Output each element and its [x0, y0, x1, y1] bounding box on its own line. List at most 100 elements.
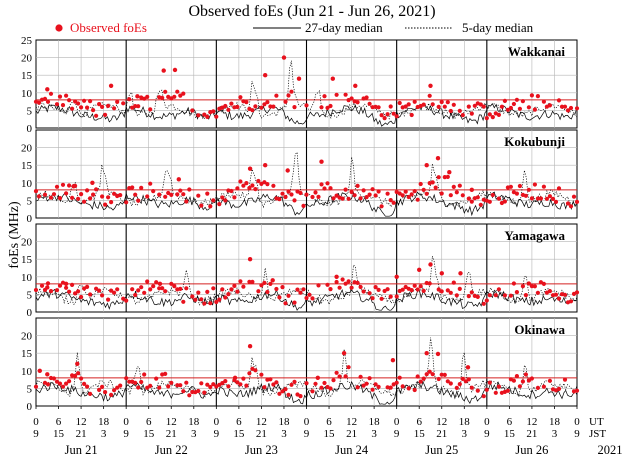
y-tick-label: 15 — [21, 160, 33, 172]
observed-point — [277, 391, 282, 396]
y-tick-label: 15 — [21, 70, 33, 82]
observed-point — [39, 283, 45, 288]
observed-point — [523, 293, 529, 298]
observed-point — [67, 98, 72, 103]
observed-point — [199, 381, 204, 386]
observed-point — [253, 368, 258, 373]
observed-point — [45, 99, 51, 104]
observed-point — [259, 283, 264, 288]
x-tick-label-ut: 6 — [56, 416, 62, 428]
observed-point — [361, 188, 366, 193]
observed-point — [568, 105, 574, 111]
station-label-wakkanai: Wakkanai — [508, 44, 565, 59]
observed-point — [394, 274, 399, 279]
observed-point — [388, 104, 393, 109]
observed-point — [193, 297, 198, 302]
observed-point — [211, 109, 216, 114]
observed-point — [73, 99, 78, 104]
observed-point — [304, 295, 309, 301]
observed-point — [382, 116, 387, 121]
observed-point — [229, 188, 234, 194]
observed-point — [64, 93, 69, 98]
observed-point — [73, 291, 78, 296]
observed-point — [247, 185, 252, 191]
legend-27day-label: 27-day median — [305, 20, 383, 35]
observed-point — [523, 193, 529, 198]
observed-point — [304, 381, 309, 386]
observed-point — [316, 194, 321, 199]
observed-point — [427, 281, 432, 286]
observed-point — [60, 103, 66, 108]
observed-point — [181, 389, 186, 394]
observed-point — [223, 295, 228, 300]
observed-point — [247, 344, 253, 349]
x-tick-label-jst: 9 — [123, 428, 129, 440]
observed-point — [263, 163, 268, 168]
observed-point — [499, 104, 504, 109]
observed-point — [370, 387, 375, 392]
x-tick-label-jst: 15 — [504, 428, 516, 440]
x-tick-label-jst: 15 — [414, 428, 426, 440]
y-tick-label: 5 — [27, 105, 33, 117]
observed-point — [421, 376, 426, 381]
observed-point — [379, 113, 384, 118]
x-tick-label-jst: 15 — [53, 428, 65, 440]
observed-point — [511, 101, 516, 107]
observed-point — [574, 388, 580, 393]
observed-point — [421, 288, 426, 293]
observed-point — [376, 384, 381, 389]
observed-point — [85, 188, 90, 193]
observed-point — [262, 385, 267, 390]
observed-point — [301, 203, 306, 208]
x-tick-label-ut: 12 — [166, 416, 177, 428]
observed-point — [244, 181, 249, 186]
observed-point — [36, 100, 42, 105]
observed-point — [475, 294, 480, 299]
observed-point — [529, 284, 535, 289]
observed-point — [457, 183, 462, 188]
observed-point — [475, 388, 480, 393]
observed-point — [385, 191, 390, 196]
observed-point — [280, 191, 285, 196]
observed-point — [187, 393, 192, 398]
observed-point — [54, 379, 60, 384]
observed-point — [556, 98, 562, 103]
observed-point — [373, 382, 378, 387]
observed-point — [415, 374, 420, 379]
observed-point — [361, 289, 366, 294]
observed-point — [319, 182, 324, 187]
observed-point — [547, 103, 553, 108]
observed-point — [319, 385, 324, 390]
observed-point — [325, 105, 330, 110]
observed-point — [223, 198, 228, 203]
observed-point — [367, 101, 372, 106]
observed-point — [33, 287, 39, 293]
x-tick-label-jst: 9 — [214, 428, 220, 440]
observed-point — [460, 376, 465, 381]
observed-point — [79, 192, 84, 197]
observed-point — [199, 297, 204, 302]
x-tick-label-ut: 0 — [304, 416, 310, 428]
observed-point — [91, 192, 96, 197]
year-label: 2021 — [598, 443, 623, 457]
observed-point — [406, 102, 411, 107]
observed-point — [190, 294, 195, 299]
x-tick-label-jst: 21 — [436, 428, 447, 440]
observed-point — [64, 285, 69, 290]
x-tick-label-ut: 6 — [416, 416, 422, 428]
observed-point — [88, 292, 93, 297]
observed-point — [64, 191, 69, 196]
observed-point — [341, 351, 347, 356]
observed-point — [190, 108, 195, 113]
observed-point — [428, 83, 433, 89]
observed-point — [178, 383, 183, 388]
observed-point — [322, 380, 327, 386]
observed-point — [157, 385, 162, 390]
observed-point — [130, 287, 135, 292]
observed-point — [292, 198, 297, 203]
observed-point — [151, 284, 156, 289]
observed-point — [106, 195, 111, 200]
observed-point — [178, 286, 183, 291]
observed-point — [541, 281, 547, 286]
